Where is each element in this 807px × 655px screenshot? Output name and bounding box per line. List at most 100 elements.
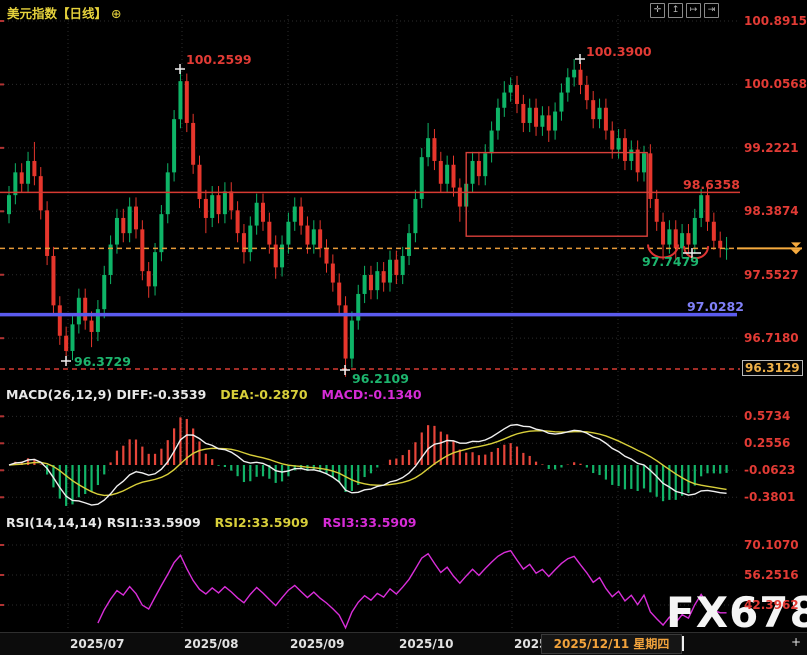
boxed-price-label: 96.3129 bbox=[742, 359, 803, 376]
candle-body bbox=[102, 274, 107, 310]
scroll-to-latest-icon[interactable]: ⇥ bbox=[704, 3, 719, 18]
time-axis-label: 2025/09 bbox=[290, 637, 345, 651]
candle-body bbox=[349, 320, 354, 359]
left-edge-tick bbox=[0, 273, 4, 276]
date-tooltip: 2025/12/11 星期四 bbox=[541, 634, 682, 654]
candle-body bbox=[476, 160, 481, 177]
left-edge-tick bbox=[0, 442, 4, 445]
candle-body bbox=[622, 138, 627, 161]
price-axis-label: 97.5527 bbox=[744, 267, 799, 282]
candle-body bbox=[680, 233, 685, 249]
left-edge-tick bbox=[0, 604, 4, 607]
chart-toolbar: ✛ ↥ ↦ ⇥ bbox=[650, 3, 719, 18]
candle-body bbox=[324, 248, 329, 264]
candle-body bbox=[108, 244, 113, 275]
blue-level-label: 97.0282 bbox=[687, 299, 744, 314]
candle-body bbox=[400, 255, 405, 275]
symbol-title-row: 美元指数【日线】 ⊕ bbox=[7, 3, 122, 22]
left-edge-tick bbox=[0, 83, 4, 86]
candle-body bbox=[375, 271, 380, 291]
candle-body bbox=[159, 214, 164, 253]
candle-body bbox=[305, 225, 310, 245]
candle-body bbox=[83, 297, 88, 321]
rsi-value-2: RSI3:33.5909 bbox=[322, 515, 417, 530]
candle-body bbox=[635, 149, 640, 173]
price-axis[interactable]: 100.8915 100.0568 99.2221 98.3874 97.5527 96.… bbox=[740, 0, 807, 632]
candle-body bbox=[432, 138, 437, 161]
sep-low-label: 96.2109 bbox=[352, 371, 409, 386]
candle-body bbox=[692, 217, 697, 245]
candle-body bbox=[407, 233, 412, 256]
expand-icon[interactable]: ⊕ bbox=[111, 6, 122, 21]
price-axis-label: 100.0568 bbox=[744, 77, 807, 92]
candle-body bbox=[648, 153, 653, 199]
candle-body bbox=[578, 69, 583, 85]
candle-body bbox=[95, 309, 100, 332]
pan-icon[interactable]: ✛ bbox=[650, 3, 665, 18]
rsi-value-0: RSI(14,14,14) RSI1:33.5909 bbox=[6, 515, 201, 530]
circle-low-annotation bbox=[647, 244, 680, 259]
price-axis-label: 98.3874 bbox=[744, 204, 799, 219]
time-axis[interactable]: 2025/12/11 星期四 + 2025/07 2025/08 2025/09 20… bbox=[0, 632, 807, 655]
symbol-title: 美元指数【日线】 bbox=[7, 6, 108, 21]
candle-body bbox=[165, 172, 170, 215]
candle-body bbox=[413, 198, 418, 234]
candle-body bbox=[286, 221, 291, 245]
candle-body bbox=[191, 122, 196, 165]
left-edge-tick bbox=[0, 146, 4, 149]
candle-body bbox=[515, 84, 519, 104]
left-edge-tick bbox=[0, 544, 4, 546]
price-axis-label: 99.2221 bbox=[744, 140, 799, 155]
rsi-header: RSI(14,14,14) RSI1:33.5909 RSI2:33.5909 RS… bbox=[6, 515, 431, 530]
left-edge-tick bbox=[0, 415, 4, 418]
nov-high-label: 100.3900 bbox=[586, 44, 652, 59]
candle-body bbox=[134, 206, 138, 230]
candle-body bbox=[261, 202, 265, 222]
candle-body bbox=[642, 153, 646, 173]
macd-header: MACD(26,12,9) DIFF:-0.3539 DEA:-0.2870 MAC… bbox=[6, 387, 436, 402]
candle-body bbox=[140, 229, 145, 272]
candle-body bbox=[13, 172, 18, 196]
macd-dea-line bbox=[8, 430, 727, 497]
candle-body bbox=[705, 195, 710, 222]
watermark: FX678 bbox=[666, 588, 807, 637]
candle-body bbox=[667, 229, 672, 245]
candle-body bbox=[610, 130, 615, 150]
candle-body bbox=[381, 271, 386, 283]
candle-body bbox=[654, 198, 659, 222]
candle-body bbox=[438, 160, 443, 184]
macd-value-1: DEA:-0.2870 bbox=[220, 387, 308, 402]
candle-body bbox=[210, 195, 215, 218]
candle-body bbox=[76, 297, 81, 325]
candle-body bbox=[591, 100, 596, 120]
candle-body bbox=[724, 248, 729, 250]
candle-body bbox=[584, 84, 589, 101]
rsi-axis-label: 70.1070 bbox=[744, 538, 799, 552]
candle-body bbox=[661, 221, 666, 245]
candle-body bbox=[51, 255, 56, 306]
candle-body bbox=[394, 259, 399, 275]
x-axis-scale-icon[interactable]: ↦ bbox=[686, 3, 701, 18]
candle-body bbox=[451, 164, 456, 188]
y-axis-scale-icon[interactable]: ↥ bbox=[668, 3, 683, 18]
left-edge-tick bbox=[0, 20, 4, 22]
left-edge-tick bbox=[0, 210, 4, 213]
candle-body bbox=[311, 229, 316, 245]
dec-low-label: 97.7479 bbox=[642, 254, 699, 269]
macd-value-2: MACD:-0.1340 bbox=[321, 387, 422, 402]
candle-body bbox=[356, 293, 361, 321]
rsi-axis-label: 42.3962 bbox=[744, 598, 799, 612]
candle-body bbox=[89, 320, 94, 332]
candle-body bbox=[597, 107, 602, 120]
candle-body bbox=[38, 176, 43, 211]
time-axis-label: 2025/10 bbox=[399, 637, 454, 651]
price-axis-label: 100.8915 bbox=[744, 14, 807, 28]
candle-body bbox=[178, 81, 183, 120]
time-axis-label: 2025/07 bbox=[70, 637, 125, 651]
candle-body bbox=[318, 229, 323, 249]
left-edge-tick bbox=[0, 469, 4, 472]
candle-body bbox=[127, 206, 132, 234]
candle-body bbox=[197, 164, 202, 199]
candle-body bbox=[216, 195, 221, 215]
